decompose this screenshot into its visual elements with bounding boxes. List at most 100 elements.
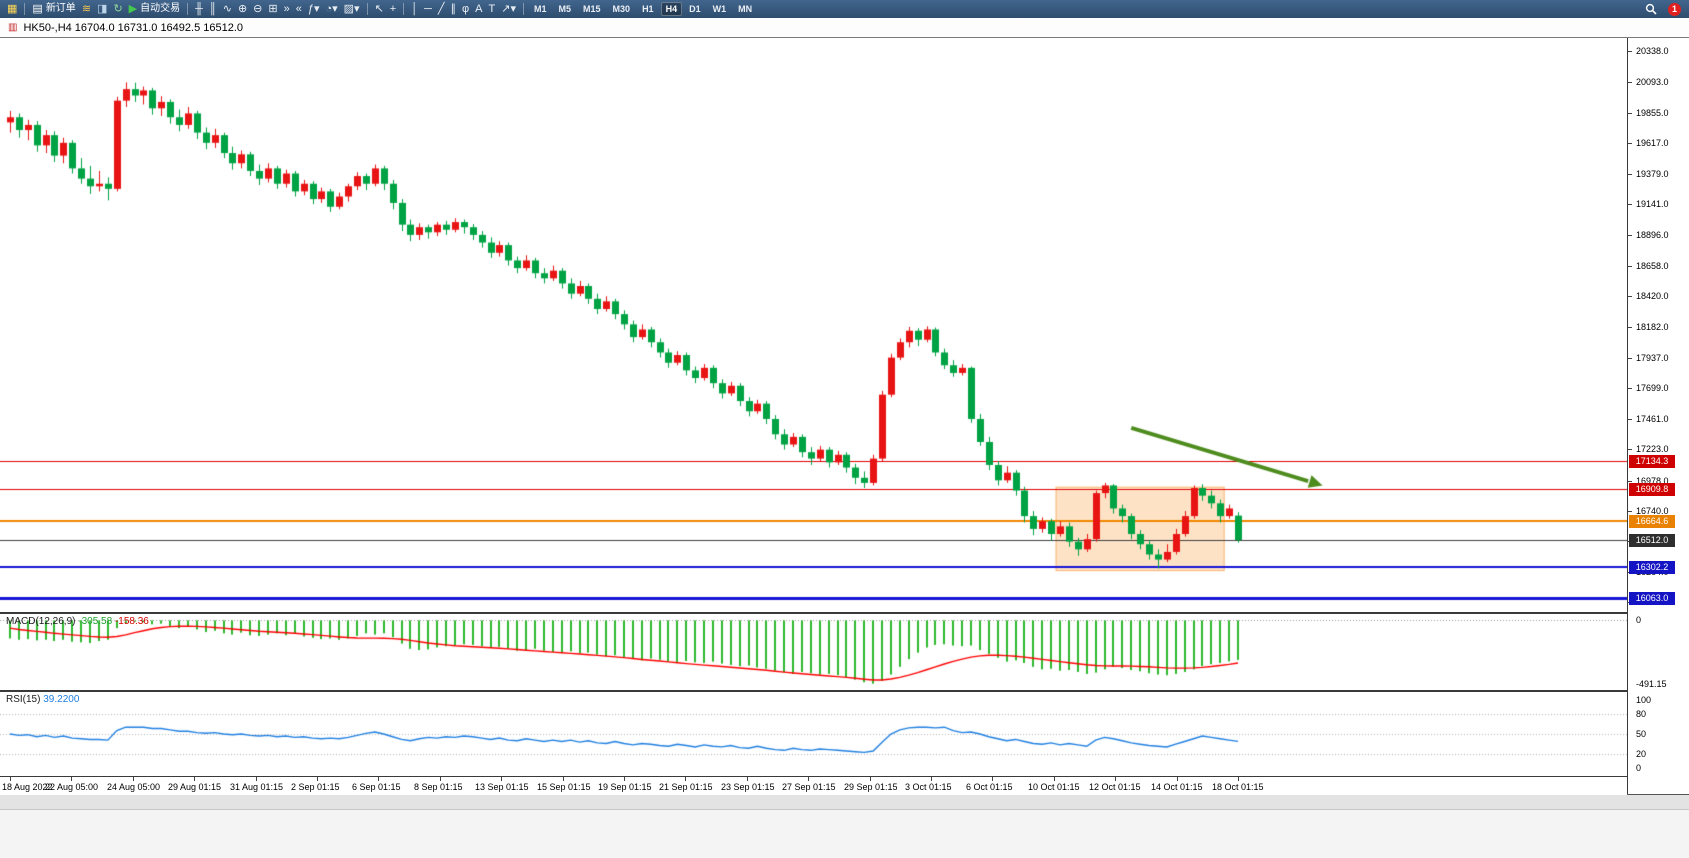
time-axis-tick-mark bbox=[317, 777, 318, 781]
timeframe-m30-button[interactable]: M30 bbox=[612, 4, 631, 14]
rsi-panel-separator[interactable] bbox=[0, 690, 1689, 692]
time-axis-label: 12 Oct 01:15 bbox=[1089, 782, 1141, 792]
chart-area[interactable]: MACD(12,26,9) -305.58 -158.36 RSI(15) 39… bbox=[0, 38, 1689, 795]
time-axis-tick-mark bbox=[808, 777, 809, 781]
trendline-icon[interactable]: ╱ bbox=[435, 1, 448, 17]
time-axis-label: 29 Sep 01:15 bbox=[844, 782, 898, 792]
time-axis-tick-mark bbox=[1238, 777, 1239, 781]
zoom-out-icon[interactable]: ⊖ bbox=[250, 1, 265, 17]
trendline-icon: ╱ bbox=[437, 3, 445, 15]
data-window-icon[interactable]: ◨ bbox=[94, 1, 110, 17]
timeframe-d1-button[interactable]: D1 bbox=[689, 4, 701, 14]
macd-axis-label: -491.15 bbox=[1636, 679, 1667, 689]
market-watch-icon: ≋ bbox=[81, 3, 92, 15]
price-axis-label: 20093.0 bbox=[1636, 77, 1669, 87]
channel-icon[interactable]: ∥ bbox=[448, 1, 460, 17]
rsi-value: 39.2200 bbox=[43, 694, 80, 705]
time-axis-label: 14 Oct 01:15 bbox=[1151, 782, 1203, 792]
chart-shift-icon[interactable]: « bbox=[293, 1, 305, 17]
notification-badge[interactable]: 1 bbox=[1668, 2, 1681, 16]
price-axis-tick-mark bbox=[1628, 327, 1632, 328]
cursor-icon[interactable]: ↖ bbox=[372, 1, 387, 17]
macd-signal-value: -158.36 bbox=[114, 616, 149, 627]
horizontal-line-icon[interactable]: ─ bbox=[421, 1, 435, 17]
macd-panel-separator[interactable] bbox=[0, 612, 1689, 614]
periods-icon[interactable]: ◔▾ bbox=[322, 1, 340, 17]
timeframe-m15-button[interactable]: M15 bbox=[583, 4, 601, 14]
candlestick-chart-icon: ║ bbox=[208, 3, 217, 15]
text-icon[interactable]: A bbox=[472, 1, 485, 17]
price-axis[interactable]: 20338.0 20093.0 19855.0 19617.0 19379.0 19141… bbox=[1627, 38, 1689, 794]
price-line-badge: 17134.3 bbox=[1629, 455, 1675, 468]
vertical-line-icon[interactable]: │ bbox=[408, 1, 421, 17]
candlestick-chart-icon[interactable]: ║ bbox=[206, 1, 220, 17]
price-line-badge: 16909.8 bbox=[1629, 483, 1675, 496]
timeframe-mn-button[interactable]: MN bbox=[738, 4, 753, 14]
crosshair-icon[interactable]: + bbox=[387, 1, 399, 17]
new-chart-icon[interactable]: ▦ bbox=[4, 1, 20, 17]
timeframe-w1-button[interactable]: W1 bbox=[712, 4, 727, 14]
macd-panel-canvas[interactable] bbox=[0, 614, 1627, 690]
time-axis-tick-mark bbox=[747, 777, 748, 781]
price-axis-tick-mark bbox=[1628, 296, 1632, 297]
rsi-panel-canvas[interactable] bbox=[0, 692, 1627, 776]
time-axis-label: 13 Sep 01:15 bbox=[475, 782, 529, 792]
price-axis-tick-mark bbox=[1628, 204, 1632, 205]
autotrading-button[interactable]: ▶ 自动交易 bbox=[126, 1, 183, 17]
price-axis-tick-mark bbox=[1628, 143, 1632, 144]
rsi-axis-label: 80 bbox=[1636, 709, 1647, 719]
chart-title-bar: ▥ HK50-,H4 16704.0 16731.0 16492.5 16512… bbox=[0, 18, 1689, 38]
zoom-in-icon[interactable]: ⊕ bbox=[235, 1, 250, 17]
data-window-icon: ◨ bbox=[97, 3, 108, 15]
line-chart-icon: ∿ bbox=[222, 3, 232, 15]
arrows-icon[interactable]: ↗▾ bbox=[498, 1, 519, 17]
timeframe-m5-button[interactable]: M5 bbox=[558, 4, 572, 14]
rsi-axis-label: 20 bbox=[1636, 749, 1647, 759]
time-axis-label: 3 Oct 01:15 bbox=[905, 782, 952, 792]
line-chart-icon[interactable]: ∿ bbox=[220, 1, 235, 17]
toolbar-right: 1 bbox=[1642, 1, 1685, 17]
text-label-icon[interactable]: T bbox=[486, 1, 499, 17]
auto-scroll-icon: » bbox=[283, 3, 290, 15]
fibonacci-icon: φ bbox=[462, 3, 470, 15]
tile-windows-icon[interactable]: ⊞ bbox=[265, 1, 280, 17]
price-line-badge: 16512.0 bbox=[1629, 534, 1675, 547]
price-axis-tick-mark bbox=[1628, 235, 1632, 236]
price-axis-label: 16978.0 bbox=[1636, 476, 1669, 486]
text-icon: A bbox=[475, 3, 483, 15]
price-chart-canvas[interactable] bbox=[0, 38, 1627, 612]
fibonacci-icon[interactable]: φ bbox=[459, 1, 472, 17]
macd-axis-label: 0 bbox=[1636, 615, 1642, 625]
templates-icon[interactable]: ▨▾ bbox=[341, 1, 363, 17]
rsi-name: RSI(15) bbox=[6, 694, 41, 705]
search-icon[interactable] bbox=[1642, 1, 1660, 17]
rsi-label: RSI(15) 39.2200 bbox=[6, 694, 79, 705]
channel-icon: ∥ bbox=[450, 3, 457, 15]
time-axis-label: 15 Sep 01:15 bbox=[537, 782, 591, 792]
timeframe-h1-button[interactable]: H1 bbox=[642, 4, 654, 14]
price-axis-label: 19141.0 bbox=[1636, 199, 1669, 209]
horizontal-scrollbar[interactable] bbox=[0, 795, 1689, 810]
macd-main-value: -305.58 bbox=[78, 616, 113, 627]
time-axis-label: 29 Aug 01:15 bbox=[168, 782, 222, 792]
price-line-badge: 16063.0 bbox=[1629, 592, 1675, 605]
toolbar-separator bbox=[24, 3, 26, 15]
new-order-button[interactable]: ▤ 新订单 bbox=[29, 1, 78, 17]
bar-chart-icon[interactable]: ╫ bbox=[192, 1, 206, 17]
time-axis-tick-mark bbox=[931, 777, 932, 781]
time-axis[interactable]: 18 Aug 2022 22 Aug 05:00 24 Aug 05:00 29 Au… bbox=[0, 776, 1627, 795]
templates-icon: ▨▾ bbox=[343, 3, 360, 15]
autotrading-icon: ▶ bbox=[128, 3, 138, 15]
timeframe-h4-button[interactable]: H4 bbox=[660, 2, 683, 16]
timeframe-m1-button[interactable]: M1 bbox=[534, 4, 547, 14]
zoom-in-icon: ⊕ bbox=[237, 3, 248, 15]
indicators-icon[interactable]: ƒ▾ bbox=[305, 1, 323, 17]
price-axis-label: 19855.0 bbox=[1636, 108, 1669, 118]
auto-scroll-icon[interactable]: » bbox=[281, 1, 293, 17]
time-axis-label: 2 Sep 01:15 bbox=[291, 782, 340, 792]
refresh-icon[interactable]: ↻ bbox=[110, 1, 125, 17]
market-watch-icon[interactable]: ≋ bbox=[79, 1, 94, 17]
price-axis-tick-mark bbox=[1628, 449, 1632, 450]
time-axis-tick-mark bbox=[256, 777, 257, 781]
new-chart-icon: ▦ bbox=[7, 3, 18, 15]
